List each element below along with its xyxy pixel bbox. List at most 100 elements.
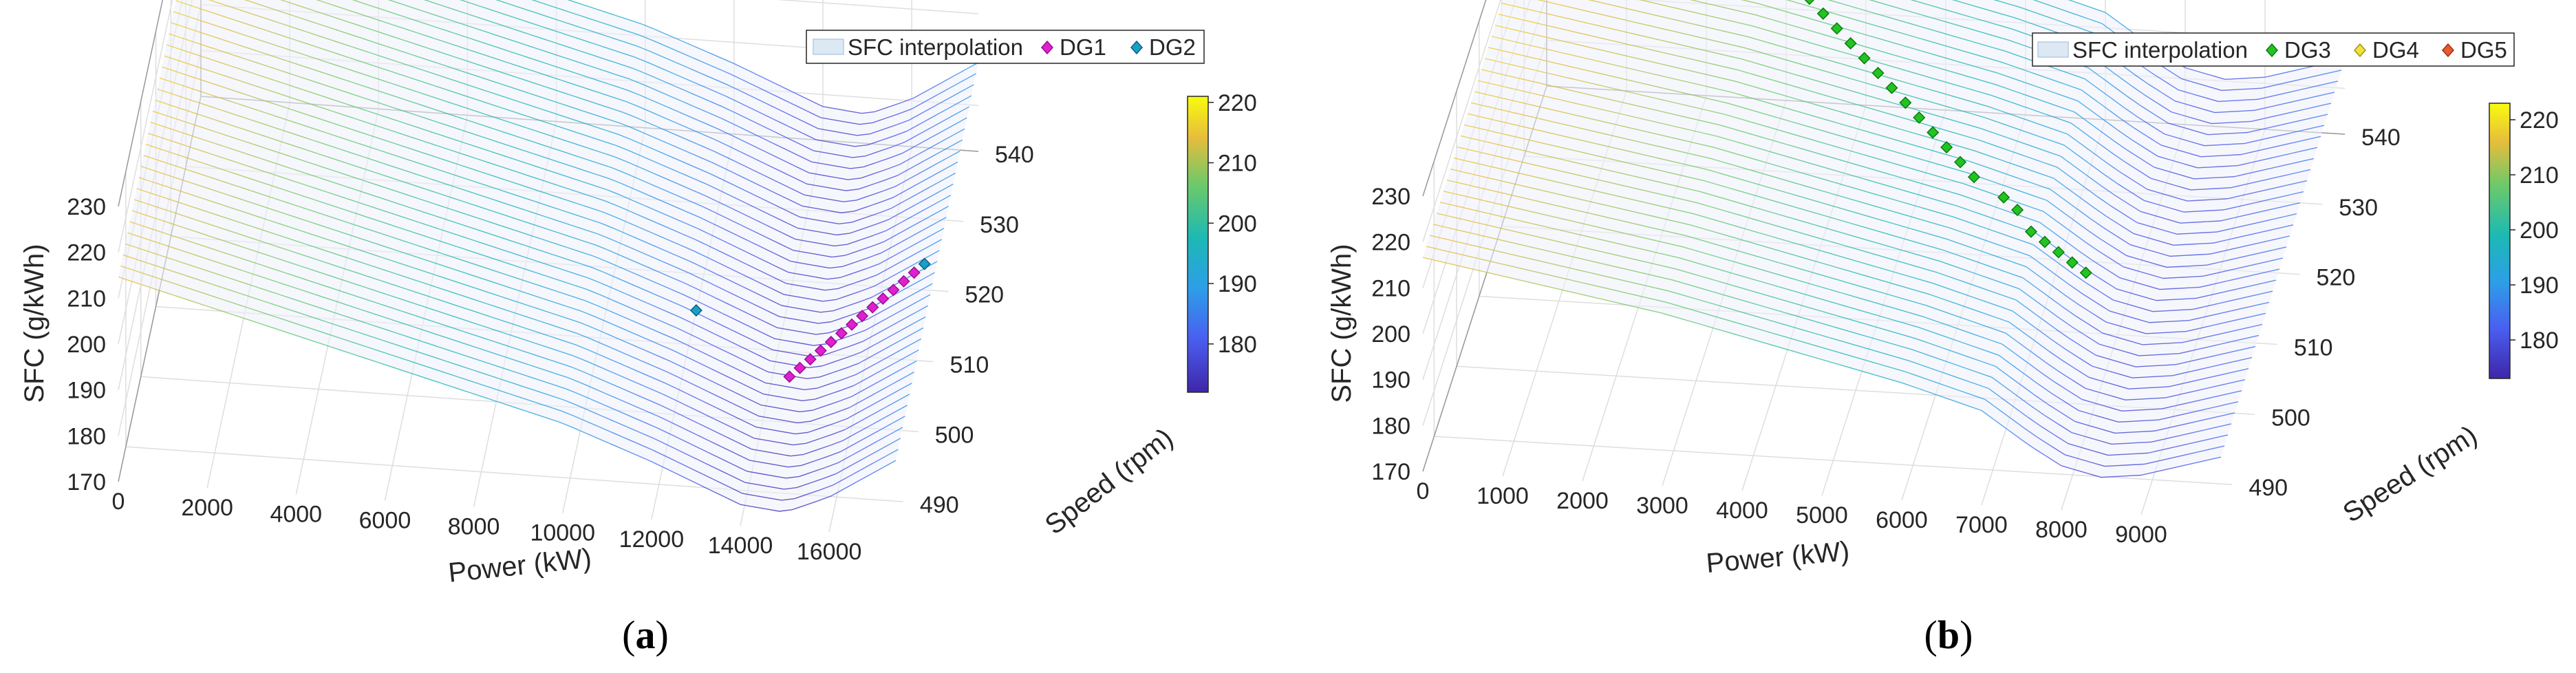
b-surface-segment [1958,12,1973,18]
b-surface-segment [1916,242,1930,247]
b-surface-segment [2147,136,2162,146]
a-surface-segment [936,147,950,155]
a-surface-segment [769,226,783,234]
b-surface-segment [1866,263,1880,268]
b-surface-segment [1721,77,1735,82]
a-surface-segment [287,61,301,66]
a-surface-segment [808,241,822,244]
b-surface-segment [2134,74,2149,85]
b-surface-segment [1631,92,1645,96]
b-surface-segment [2079,3,2092,9]
b-surface-segment [1620,125,1635,129]
a-surface-segment [936,87,951,96]
a-surface-segment [502,226,516,231]
a-surface-segment [319,177,332,182]
a-surface-segment [619,399,634,406]
b-surface-segment [1884,111,1898,117]
b-surface-segment [2161,92,2176,102]
b-surface-segment [1767,114,1781,120]
a-surface-segment [431,237,444,243]
a-surface-segment [738,235,753,244]
a-surface-segment [707,318,721,325]
b-surface-segment [1962,330,1976,336]
b-surface-segment [2160,241,2174,246]
a-surface-segment [230,65,245,71]
a-surface-segment [250,107,264,113]
b-surface-segment [1916,193,1931,199]
b-surface-segment [1506,217,1521,222]
b-surface-segment [1869,300,1883,306]
b-surface-segment [1650,167,1664,172]
a-surface-segment [261,122,275,128]
a-surface-segment [802,331,816,335]
a-surface-segment [350,22,365,28]
a-surface-segment [261,52,275,58]
a-surface-segment [286,1,300,7]
a-surface-segment [147,203,161,209]
b-surface-segment [1941,396,1955,402]
b-surface-segment [1976,237,1990,243]
a-surface-segment [448,19,462,25]
a-surface-segment [505,345,519,350]
a-surface-segment [887,271,901,279]
a-surface-segment [562,68,577,74]
a-point-dg1-12 [908,266,921,279]
a-surface-segment [796,482,811,489]
a-surface-segment [570,366,584,373]
a-surface-segment [798,155,812,162]
b-surface-segment [2250,200,2264,204]
a-surface-segment [545,86,559,92]
a-surface-segment [769,92,782,100]
b-surface-segment [2068,390,2083,400]
a-surface-segment [678,51,691,58]
a-surface-segment [644,145,658,151]
b-surface-segment [1660,229,1673,233]
b-surface-segment [2215,352,2229,356]
a-surface-segment [842,261,856,267]
a-surface-segment [921,272,936,281]
a-surface-segment [888,319,903,328]
b-surface-segment [1627,150,1641,155]
b-surface-segment [1599,286,1613,290]
a-surface-segment [394,13,408,19]
a-point-dg1-6 [845,318,859,331]
b-surface-segment [1763,221,1777,226]
a-surface-segment [628,19,642,25]
a-surface-segment [861,285,875,292]
a-surface-segment [909,220,923,228]
b-surface-segment [1706,265,1720,270]
b-surface-segment [2043,162,2058,168]
b-surface-segment [1654,109,1668,114]
a-surface-segment [744,275,758,283]
b-surface-segment [2158,416,2172,420]
a-surface-segment [505,144,519,149]
a-surface-segment [211,295,225,301]
b-surface-segment [2065,401,2079,412]
a-surface-segment [227,17,241,23]
a-surface-segment [716,140,729,147]
b-surface-segment [2257,137,2271,141]
b-surface-segment [1585,283,1600,288]
b-surface-segment [1882,304,1896,310]
b-surface-segment [2105,418,2119,423]
b-surface-segment [1803,233,1817,238]
a-surface-segment [500,367,515,372]
b-surface-segment [1970,161,1984,167]
a-surface-segment [533,413,546,418]
a-surface-segment [215,273,229,279]
b-surface-segment [1521,31,1536,35]
a-surface-segment [425,200,438,206]
a-surface-segment [747,471,760,474]
b-surface-segment [2246,293,2260,298]
b-surface-segment [1672,279,1686,285]
b-surface-segment [2229,349,2242,353]
a-surface-segment [516,360,530,365]
b-surface-segment [1545,48,1558,53]
b-surface-segment [1960,194,1974,200]
a-surface-segment [358,119,372,125]
b-surface-segment [1598,61,1612,65]
a-surface-segment [208,176,222,182]
a-surface-segment [416,173,430,180]
b-surface-segment [2119,277,2134,283]
a-surface-segment [299,5,312,11]
